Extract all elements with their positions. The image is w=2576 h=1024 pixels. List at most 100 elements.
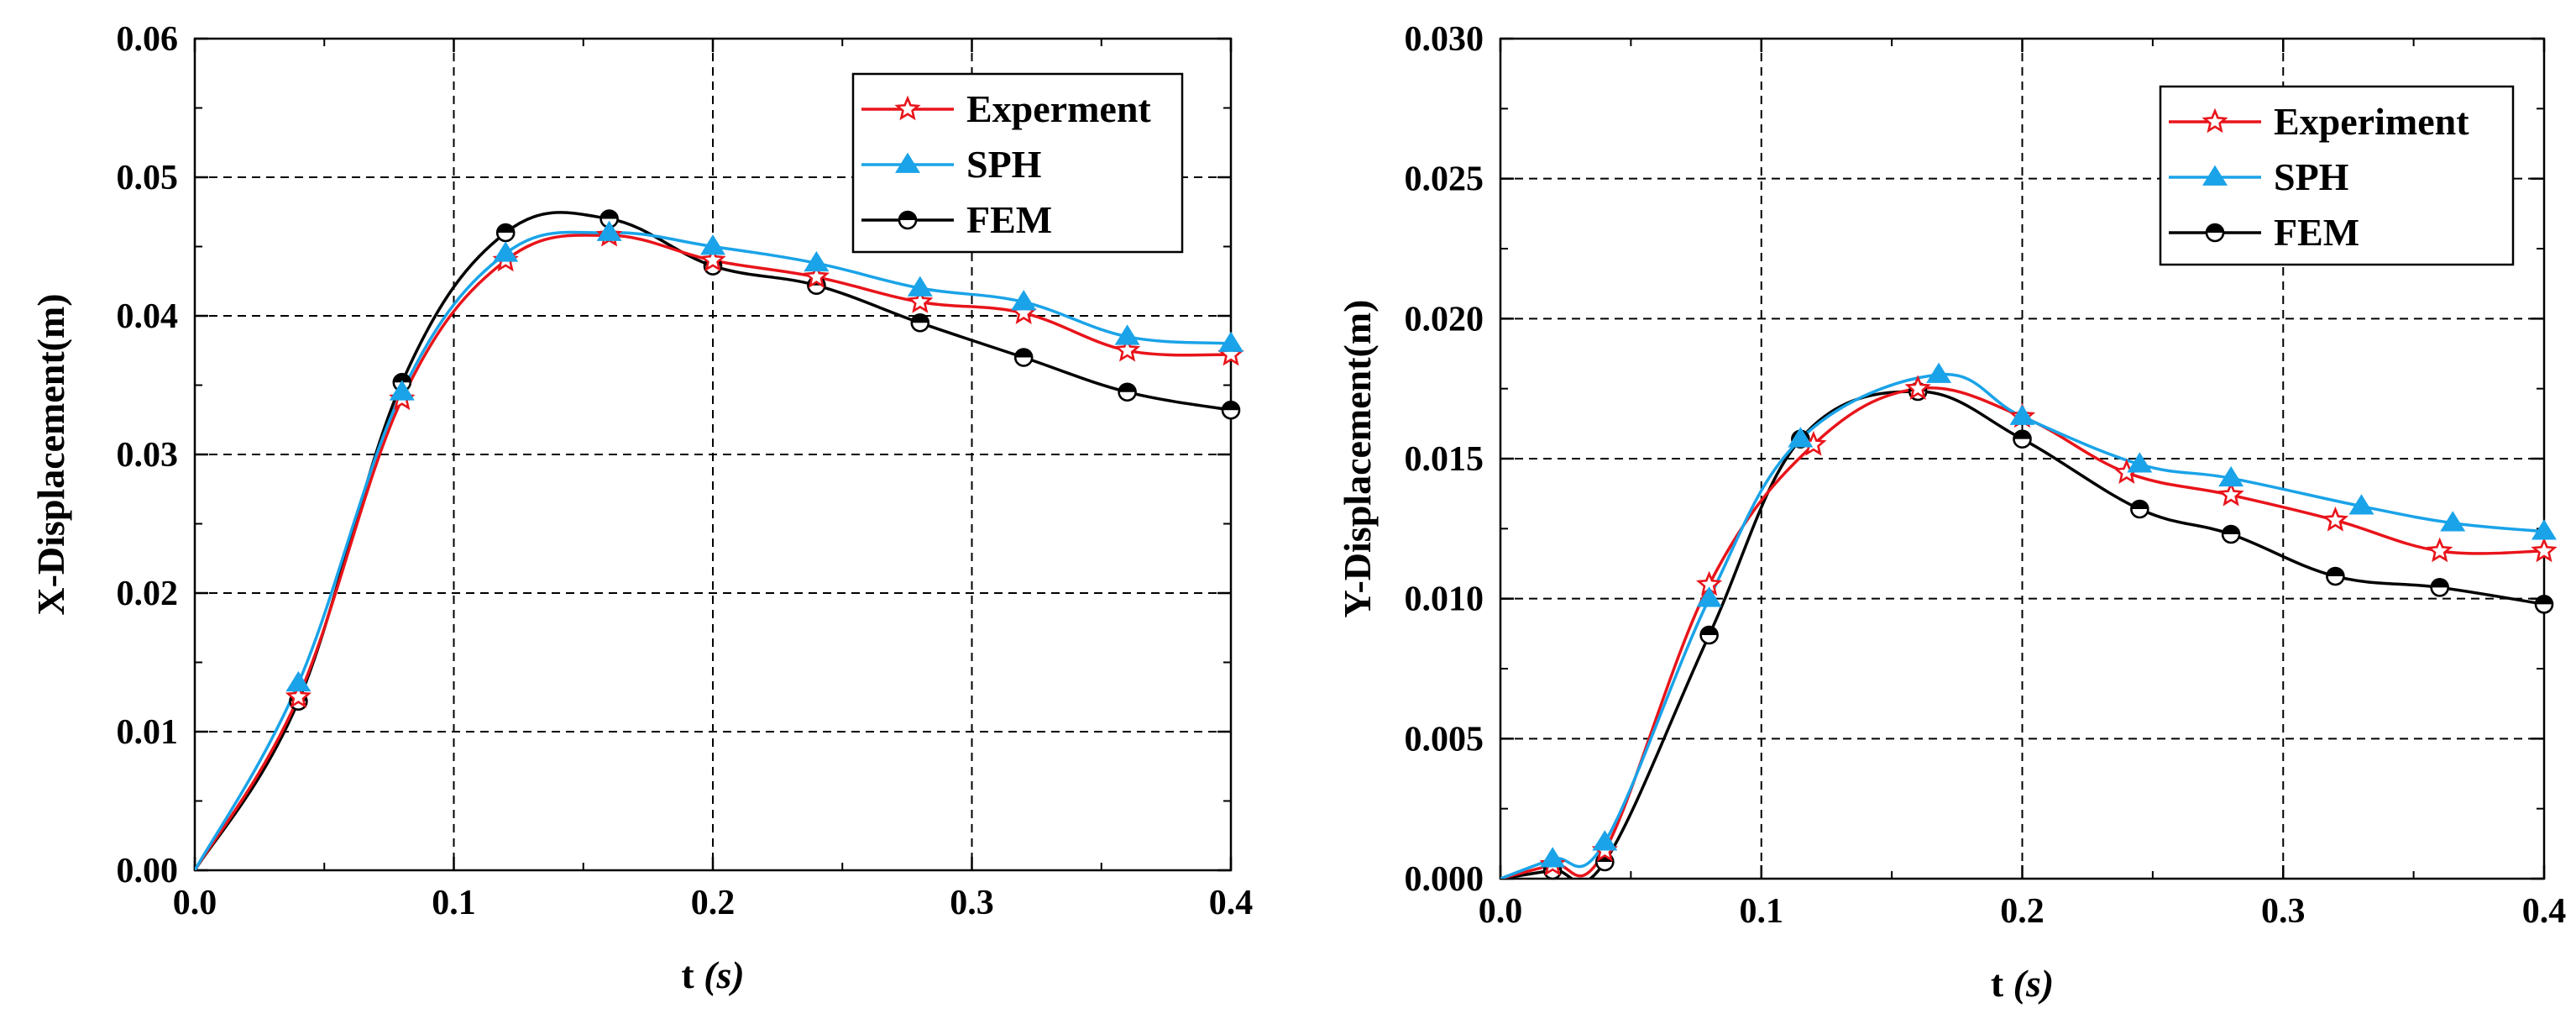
y-tick-label: 0.030 xyxy=(1405,20,1484,59)
point-fem-fill xyxy=(600,210,618,219)
x-axis-label-main: t xyxy=(681,953,704,996)
y-tick-label: 0.00 xyxy=(117,852,179,890)
legend-label: SPH xyxy=(966,143,1042,186)
point-fem-fill xyxy=(2013,430,2031,439)
point-fem-fill xyxy=(2131,501,2149,509)
point-fem-fill xyxy=(2536,596,2552,605)
point-fem-fill xyxy=(1223,402,1239,411)
point-sph xyxy=(1926,362,1952,383)
point-fem-fill xyxy=(2223,526,2240,534)
point-sph xyxy=(596,220,622,241)
legend-label: Experiment xyxy=(2274,100,2469,143)
point-sph xyxy=(1540,847,1566,868)
legend-item-experiment: Experment xyxy=(861,87,1151,130)
legend-item-experiment: Experiment xyxy=(2169,100,2469,143)
point-fem xyxy=(1013,348,1034,367)
x-tick-label: 0.4 xyxy=(2522,892,2567,931)
point-experiment xyxy=(803,263,830,289)
x-tick-label: 0.1 xyxy=(1740,892,1784,931)
y-tick-label: 0.05 xyxy=(117,159,179,197)
x-tick-label: 0.2 xyxy=(2000,892,2045,931)
y-tick-label: 0.04 xyxy=(117,297,179,336)
point-sph xyxy=(2440,511,2466,532)
y-tick-label: 0.01 xyxy=(117,713,179,752)
legend-marker xyxy=(2202,165,2228,186)
point-sph xyxy=(389,380,415,401)
point-fem xyxy=(910,312,930,333)
legend: Experment SPH FEM xyxy=(851,72,1184,254)
point-fem xyxy=(2221,524,2241,544)
x-tick-label: 0.4 xyxy=(1209,884,1254,922)
y-tick-label: 0.025 xyxy=(1405,160,1484,199)
legend-marker xyxy=(895,152,920,173)
point-fem-fill xyxy=(2431,579,2448,588)
y-axis-label: Y-Displacement(m) xyxy=(1336,299,1379,617)
point-sph xyxy=(804,250,830,272)
point-fem-fill xyxy=(911,314,929,323)
legend: Experiment SPH FEM xyxy=(2159,85,2515,266)
point-sph xyxy=(1218,331,1243,352)
legend-marker xyxy=(2205,223,2225,243)
x-axis-label-unit: (s) xyxy=(704,953,745,996)
point-experiment xyxy=(1904,375,1931,400)
point-experiment xyxy=(907,288,934,313)
point-experiment xyxy=(285,683,312,709)
point-fem xyxy=(2013,429,2032,449)
legend-item-sph: SPH xyxy=(2169,155,2349,198)
point-sph xyxy=(907,276,933,297)
point-fem-fill xyxy=(2327,568,2344,576)
point-fem-fill xyxy=(1015,349,1033,358)
point-fem xyxy=(1699,625,1719,645)
legend-marker xyxy=(898,210,918,230)
x-axis-label: t (s) xyxy=(681,953,744,996)
point-sph xyxy=(1696,586,1722,607)
y-tick-label: 0.005 xyxy=(1405,720,1484,759)
y-tick-label: 0.010 xyxy=(1405,580,1484,619)
point-sph xyxy=(2009,404,2035,425)
point-sph xyxy=(1788,427,1814,448)
point-fem xyxy=(2130,499,2149,519)
y-tick-label: 0.020 xyxy=(1405,300,1484,339)
point-fem xyxy=(2534,595,2554,614)
point-experiment xyxy=(2217,480,2244,507)
point-fem xyxy=(1221,400,1241,420)
y-displacement-chart: 0.0 0.1 0.2 0.3 0.4 0.000 0.005 0.010 0.015 0.020… xyxy=(1336,20,2566,1005)
legend-item-sph: SPH xyxy=(861,143,1042,186)
point-experiment xyxy=(2531,537,2558,563)
point-experiment xyxy=(699,246,726,272)
y-axis-label: X-Displacement(m) xyxy=(29,293,72,615)
point-sph xyxy=(2218,465,2244,487)
legend-item-fem: FEM xyxy=(2169,211,2359,254)
point-sph xyxy=(1011,290,1037,311)
legend-label: FEM xyxy=(966,198,1052,241)
series-line-experiment xyxy=(195,234,1231,870)
point-sph xyxy=(2348,494,2374,515)
legend-label: SPH xyxy=(2274,155,2349,198)
point-fem xyxy=(2430,578,2449,597)
point-experiment xyxy=(1114,336,1141,362)
legend-item-fem: FEM xyxy=(861,198,1052,241)
point-sph xyxy=(2531,519,2557,540)
y-tick-label: 0.000 xyxy=(1405,860,1484,899)
x-tick-label: 0.3 xyxy=(950,884,994,922)
x-tick-label: 0.2 xyxy=(691,884,736,922)
x-axis-label-unit: (s) xyxy=(2013,962,2055,1005)
point-fem-fill xyxy=(393,374,411,383)
markers-group xyxy=(285,209,1244,712)
point-fem-fill xyxy=(1118,383,1136,392)
y-tick-label: 0.02 xyxy=(117,575,179,613)
x-axis-label: t (s) xyxy=(1991,962,2054,1005)
point-sph xyxy=(493,241,519,262)
legend-marker-fill xyxy=(2207,224,2223,233)
legend-marker xyxy=(2202,108,2228,134)
point-fem xyxy=(495,223,516,243)
markers-group xyxy=(1539,362,2558,880)
point-fem xyxy=(1118,382,1137,402)
point-fem xyxy=(2326,566,2345,586)
series-group xyxy=(195,211,1231,870)
legend-label: FEM xyxy=(2274,211,2359,254)
point-sph xyxy=(1592,830,1618,851)
point-fem-fill xyxy=(1700,627,1718,635)
point-sph xyxy=(700,234,725,255)
x-tick-label: 0.1 xyxy=(432,884,476,922)
